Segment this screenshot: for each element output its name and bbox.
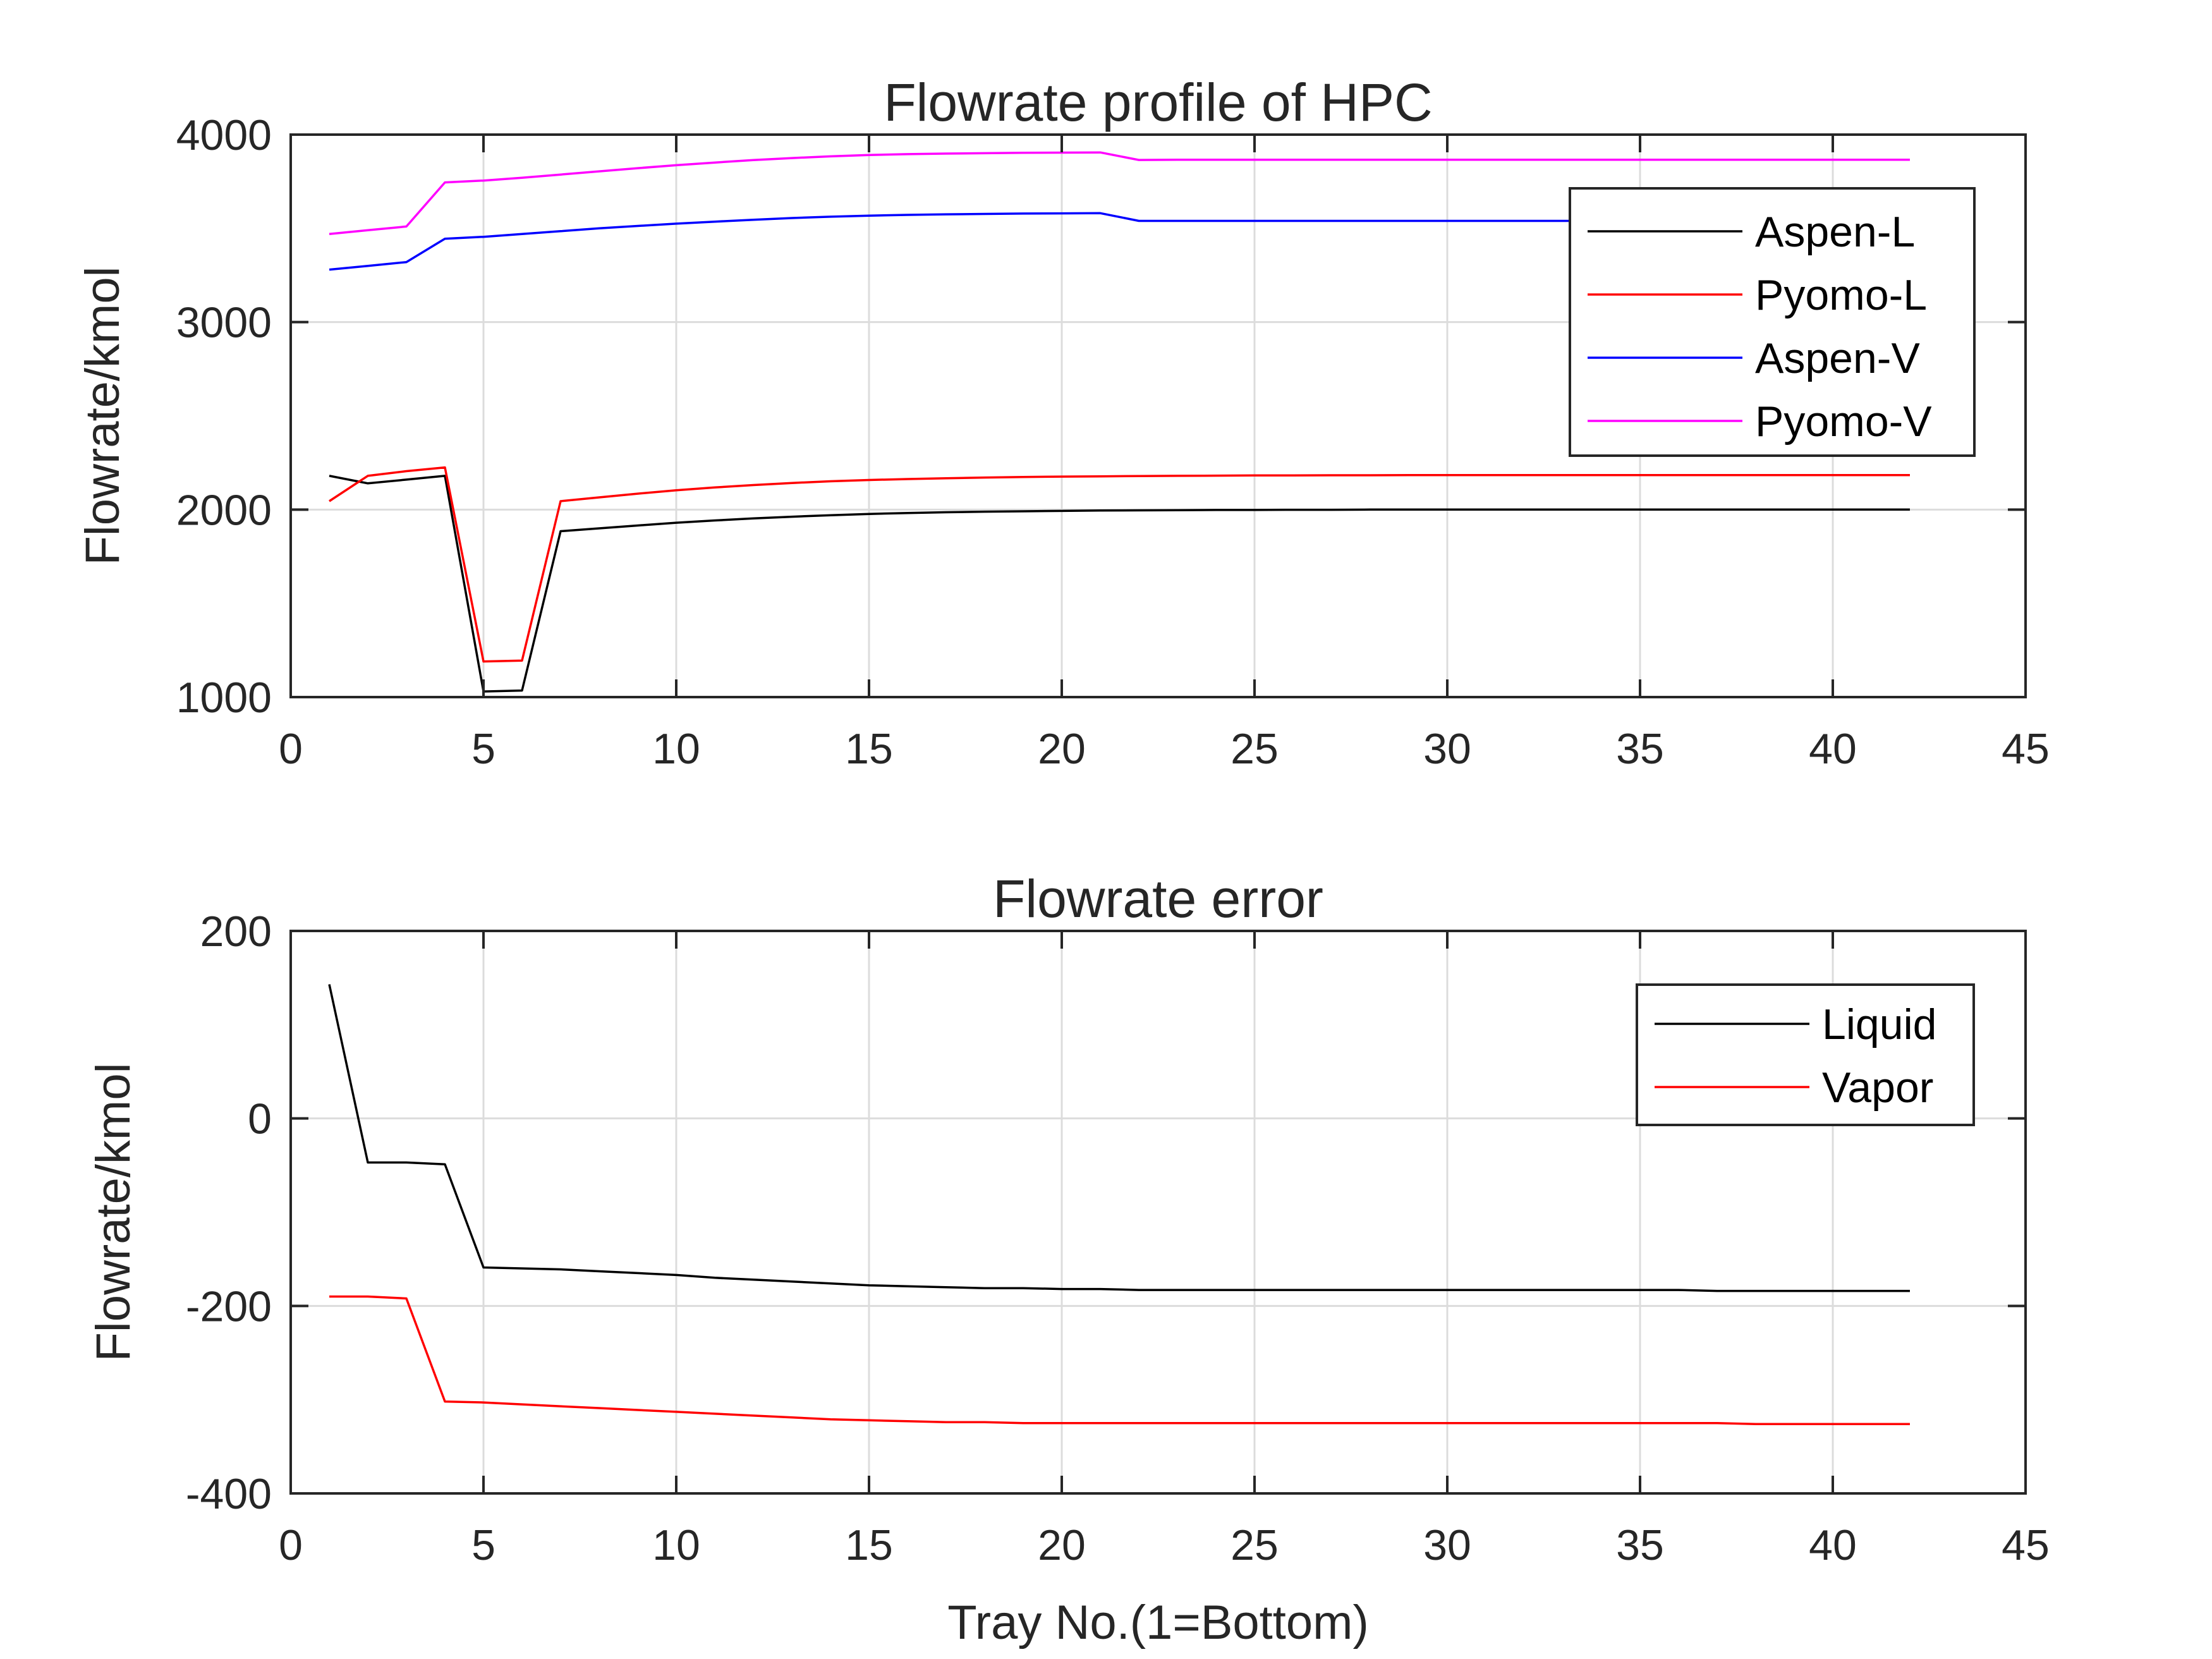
legend-label-aspen-l: Aspen-L [1755, 208, 1915, 256]
y-tick-label: -400 [186, 1470, 272, 1518]
x-tick-label: 40 [1809, 725, 1857, 773]
legend-label-liquid: Liquid [1822, 1000, 1937, 1048]
series-line-pyomo-l [329, 466, 1910, 663]
axes-box [289, 133, 2027, 698]
x-tick-label: 30 [1423, 1521, 1471, 1569]
x-tick-label: 5 [471, 1521, 495, 1569]
y-tick-label: 200 [200, 908, 272, 956]
ticks-flowrate-profile: 0 5 10 15 20 25 30 35 40 45 1000 2000 3000 4000 [176, 111, 2050, 773]
legend-flowrate-error: Liquid Vapor [1636, 983, 1975, 1126]
y-tick-label: 0 [248, 1095, 272, 1143]
x-tick-label: 20 [1038, 725, 1086, 773]
x-tick-label: 25 [1231, 1521, 1279, 1569]
chart-title-flowrate-error: Flowrate error [993, 869, 1323, 928]
legend-label-aspen-v: Aspen-V [1755, 334, 1920, 382]
x-tick-label: 15 [845, 725, 893, 773]
legend-flowrate-profile: Aspen-L Pyomo-L Aspen-V Pyomo-V [1569, 187, 1976, 457]
y-tick-label: 4000 [176, 111, 272, 159]
x-tick-label: 5 [471, 725, 495, 773]
series-line-aspen-l [329, 475, 1910, 693]
axes-flowrate-error [289, 930, 2027, 1495]
ticks-flowrate-error: 0 5 10 15 20 25 30 35 40 45 -400 -200 0 200 [186, 908, 2050, 1569]
y-tick-label: 1000 [176, 674, 272, 722]
x-tick-label: 15 [845, 1521, 893, 1569]
x-tick-label: 20 [1038, 1521, 1086, 1569]
legend-box [1569, 187, 1976, 457]
x-tick-label: 10 [652, 1521, 700, 1569]
x-tick-label: 45 [2002, 1521, 2050, 1569]
series-line-pyomo-v [329, 151, 1910, 235]
x-tick-label: 10 [652, 725, 700, 773]
x-tick-label: 0 [279, 725, 303, 773]
x-tick-label: 30 [1423, 725, 1471, 773]
y-axis-label-flowrate-error: Flowrate/kmol [87, 1063, 140, 1362]
axes-flowrate-profile [289, 133, 2027, 698]
legend-box [1636, 983, 1975, 1126]
chart-flowrate-error: 0 5 10 15 20 25 30 35 40 45 -400 -200 0 200 Flowrate … [87, 869, 2050, 1650]
series-flowrate-error [328, 984, 1910, 1425]
y-axis-label-flowrate-profile: Flowrate/kmol [76, 267, 130, 566]
x-tick-label: 40 [1809, 1521, 1857, 1569]
x-tick-label: 0 [279, 1521, 303, 1569]
legend-label-pyomo-l: Pyomo-L [1755, 271, 1927, 319]
series-line-liquid [328, 984, 1910, 1292]
series-line-vapor [329, 1295, 1910, 1425]
x-tick-label: 35 [1616, 725, 1664, 773]
chart-flowrate-profile: 0 5 10 15 20 25 30 35 40 45 1000 2000 3000 4000 Flowr… [76, 73, 2050, 773]
chart-title-flowrate-profile: Flowrate profile of HPC [884, 73, 1432, 132]
y-tick-label: -200 [186, 1282, 272, 1330]
legend-label-pyomo-v: Pyomo-V [1755, 398, 1932, 446]
legend-label-vapor: Vapor [1822, 1064, 1933, 1112]
x-axis-label-flowrate-error: Tray No.(1=Bottom) [947, 1596, 1369, 1650]
x-tick-label: 25 [1231, 725, 1279, 773]
y-tick-label: 3000 [176, 299, 272, 347]
axes-box [289, 930, 2027, 1495]
x-tick-label: 35 [1616, 1521, 1664, 1569]
x-tick-label: 45 [2002, 725, 2050, 773]
y-tick-label: 2000 [176, 486, 272, 534]
